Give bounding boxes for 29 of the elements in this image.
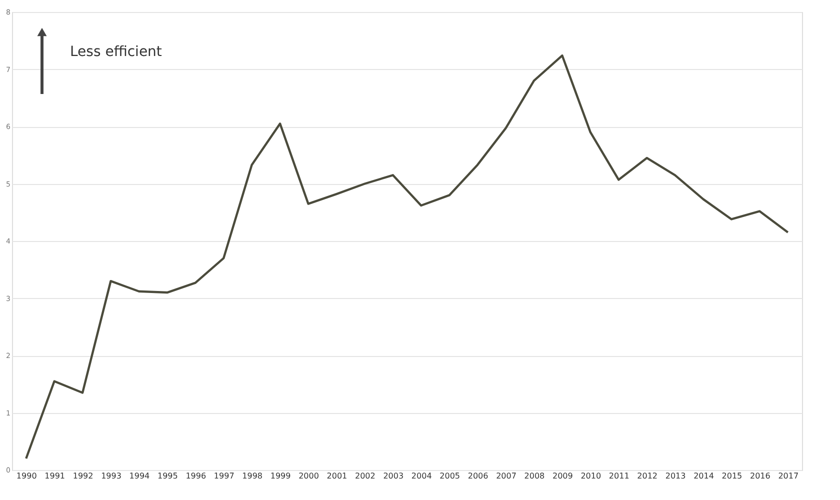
x-tick-label: 1996 [186, 472, 206, 480]
x-tick-label: 1990 [16, 472, 37, 480]
x-tick-label: 2013 [665, 472, 686, 480]
x-tick-label: 2003 [383, 472, 404, 480]
x-tick-label: 2012 [637, 472, 658, 480]
x-tick-label: 2006 [468, 472, 488, 480]
x-tick-label: 1992 [72, 472, 94, 480]
annotation: Less efficient [70, 44, 162, 60]
x-tick-label: 1993 [101, 472, 122, 480]
x-tick-label: 2017 [778, 472, 799, 480]
x-tick-label: 2015 [722, 472, 742, 480]
x-tick-label: 2005 [440, 472, 460, 480]
x-tick-label: 2001 [326, 472, 348, 480]
x-tick-label: 2002 [355, 472, 376, 480]
x-tick-label: 1994 [129, 472, 150, 480]
x-tick-label: 1995 [158, 472, 178, 480]
x-tick-label: 2016 [750, 472, 770, 480]
x-tick-label: 2010 [580, 472, 602, 480]
x-tick-label: 1998 [242, 472, 262, 480]
x-tick-label: 1997 [214, 472, 234, 480]
x-tick-label: 2011 [608, 472, 630, 480]
x-tick-label: 1999 [270, 472, 291, 480]
x-tick-label: 2000 [298, 472, 319, 480]
x-tick-label: 2008 [524, 472, 545, 480]
x-tick-label: 2007 [496, 472, 516, 480]
x-tick-label: 1991 [44, 472, 65, 480]
x-tick-label: 2009 [552, 472, 573, 480]
x-tick-label: 2004 [411, 472, 432, 480]
x-tick-label: 2014 [694, 472, 714, 480]
